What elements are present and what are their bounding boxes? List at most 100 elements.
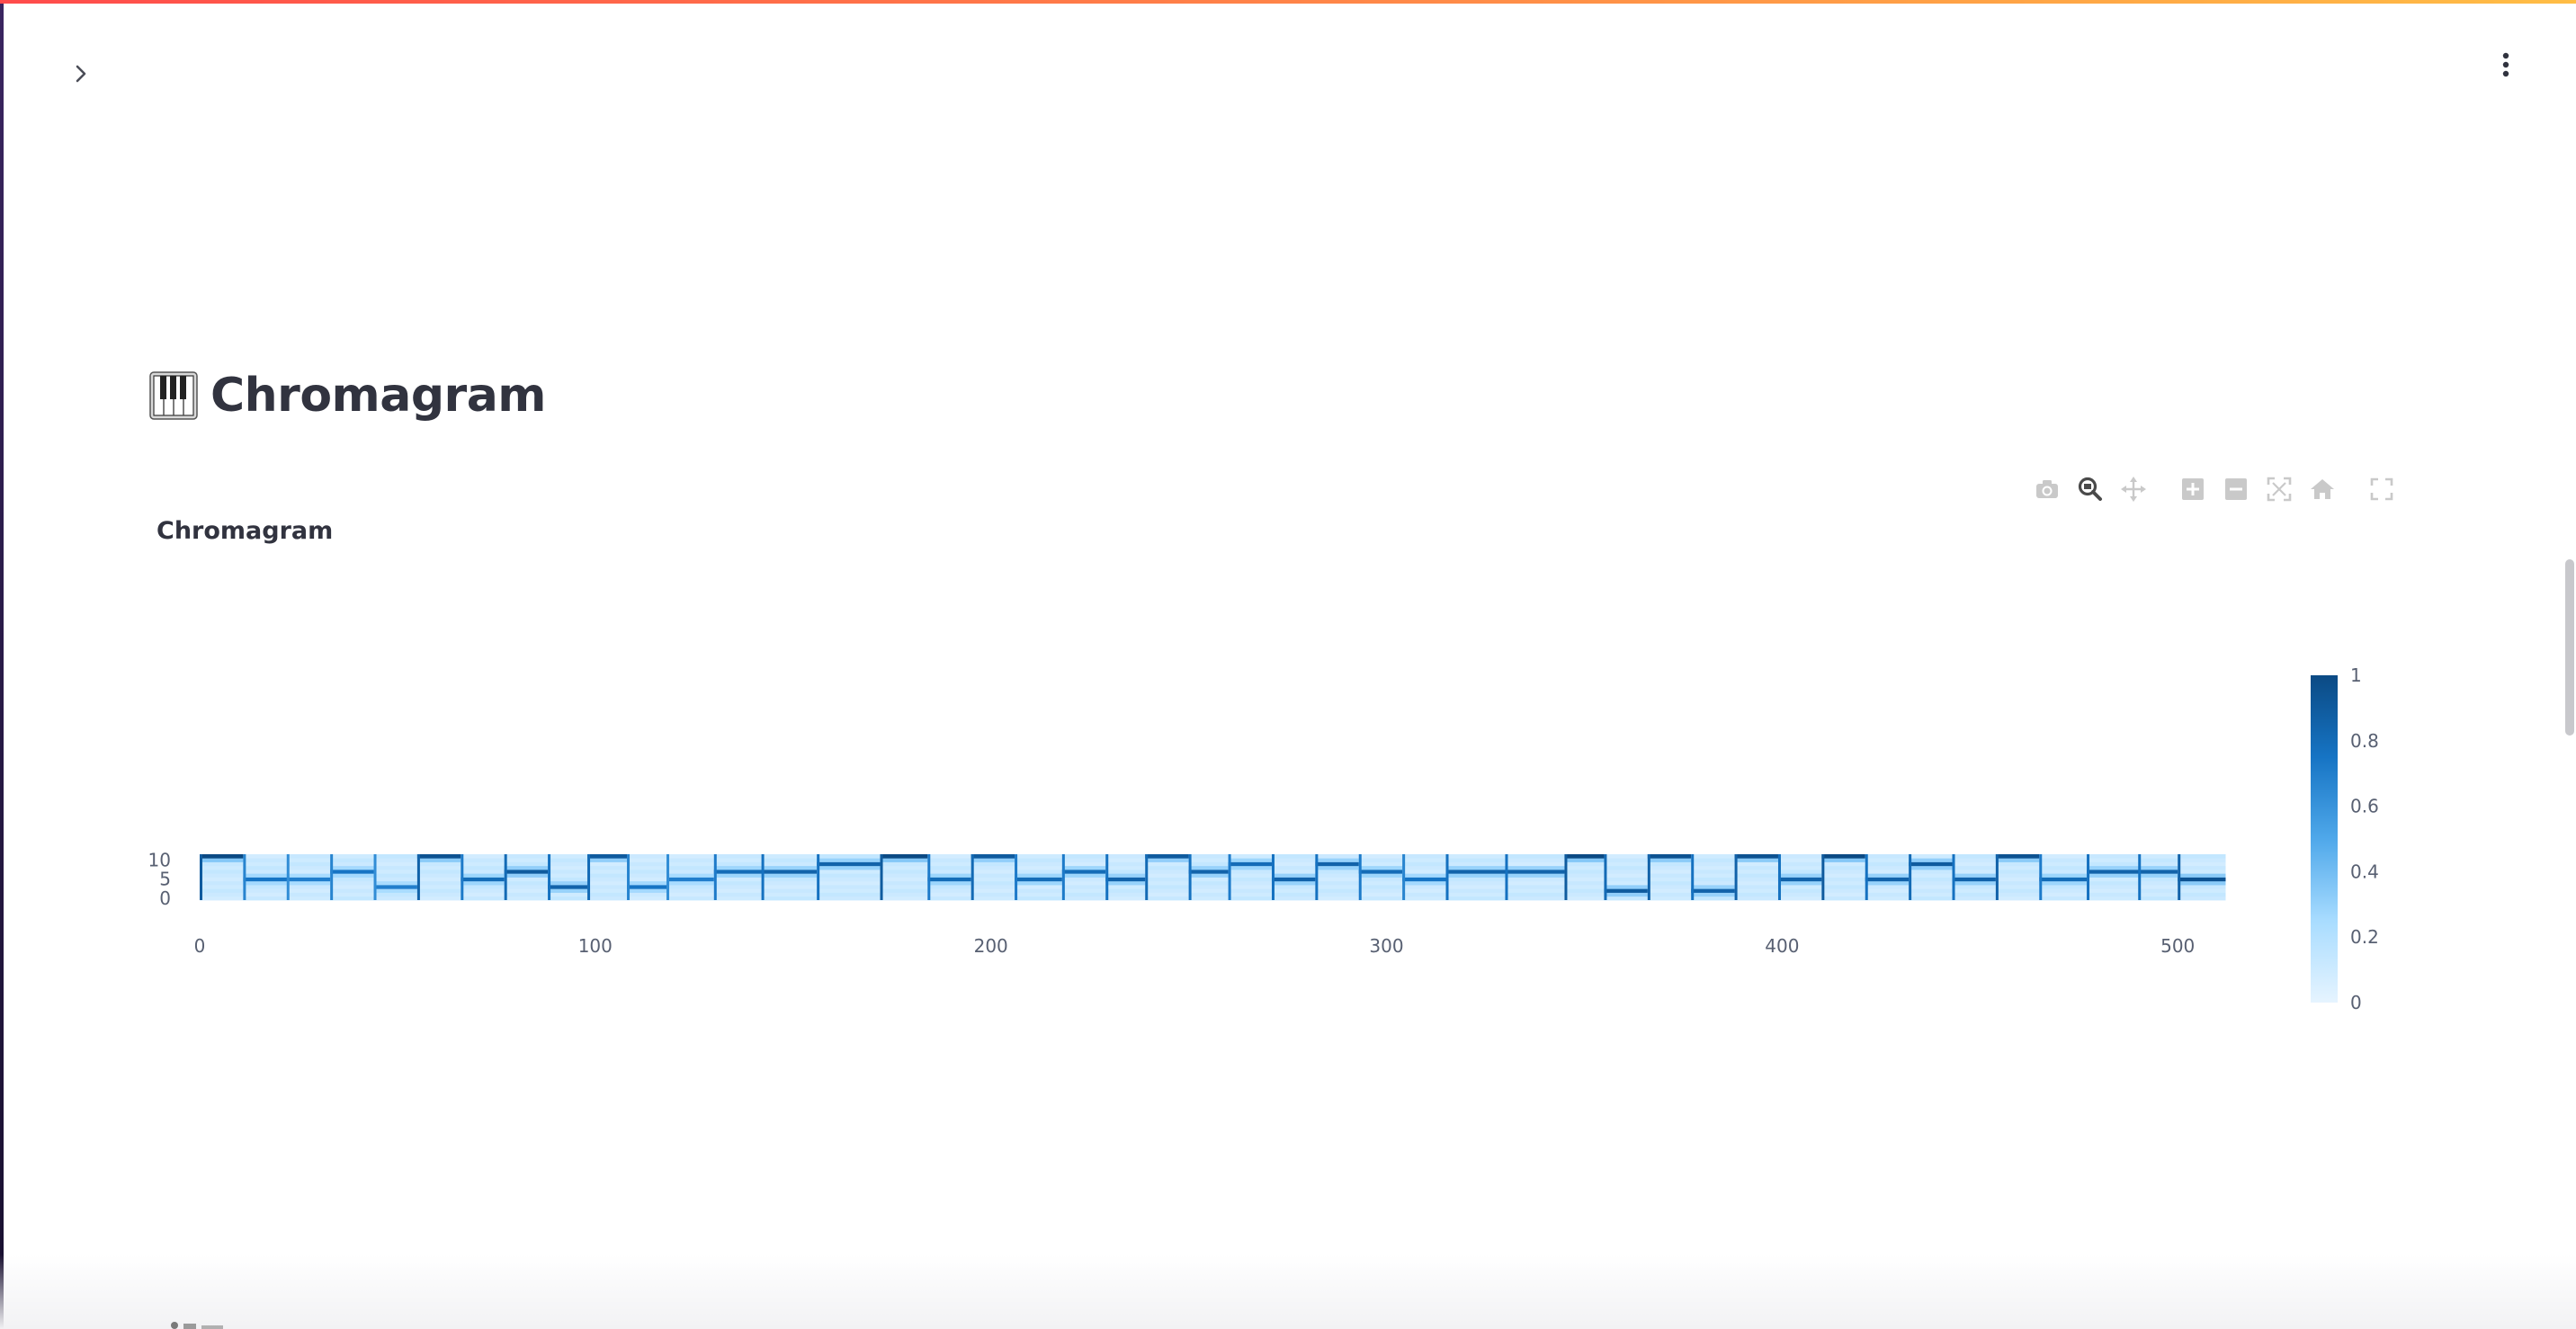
heatmap-cell — [970, 858, 1015, 862]
heatmap-cells — [200, 854, 2226, 901]
heatmap-cell — [1952, 858, 1997, 862]
heatmap-cell — [1145, 896, 1190, 901]
heatmap-cell — [587, 858, 628, 862]
heatmap-cell — [504, 877, 549, 882]
heatmap-cell — [373, 877, 418, 882]
heatmap-cell — [286, 873, 331, 878]
heatmap-cell — [1228, 880, 1273, 886]
heatmap-cell — [2178, 858, 2226, 862]
segment-onset-edge — [587, 854, 591, 900]
heatmap-cell — [1358, 885, 1403, 889]
heatmap-cell — [970, 892, 1015, 897]
heatmap-cell — [1777, 870, 1822, 874]
colorbar-tick-label: 0.4 — [2350, 861, 2379, 882]
page-scrollbar[interactable] — [2565, 559, 2574, 736]
heatmap-cell — [1821, 885, 1866, 889]
heatmap-cell — [330, 877, 375, 882]
heatmap-cell — [1909, 880, 1954, 886]
heatmap-cell — [1865, 896, 1910, 901]
heatmap-cell — [1061, 888, 1106, 893]
heatmap-cell — [1865, 873, 1910, 878]
heatmap-cell — [1228, 888, 1273, 893]
heatmap-cell — [200, 854, 244, 859]
heatmap-cell — [817, 888, 881, 893]
reset-axes-button[interactable] — [2306, 473, 2339, 505]
heatmap-cell — [1505, 896, 1565, 901]
heatmap-cell — [1691, 870, 1736, 874]
heatmap-cell — [1952, 854, 1997, 859]
segment-onset-edge — [1228, 854, 1231, 900]
heatmap-cell — [627, 880, 667, 886]
heatmap-cell — [1061, 858, 1106, 862]
heatmap-cell — [286, 877, 331, 882]
heatmap-cell — [587, 896, 628, 901]
kebab-menu-icon — [2502, 52, 2509, 77]
segment-onset-edge — [880, 854, 883, 900]
heatmap-cell — [1821, 865, 1866, 870]
heatmap-cell — [761, 885, 818, 889]
heatmap-cell — [2039, 854, 2088, 859]
heatmap-cell — [1909, 892, 1954, 897]
heatmap-cell — [1505, 888, 1565, 893]
sidebar-toggle-button[interactable] — [61, 54, 101, 94]
heatmap-cell — [330, 888, 375, 893]
heatmap-cell — [627, 854, 667, 859]
heatmap-cell — [2039, 885, 2088, 889]
heatmap-cell — [627, 896, 667, 901]
heatmap-cell — [330, 880, 375, 886]
heatmap-cell — [1777, 861, 1822, 867]
heatmap-cell — [1821, 870, 1866, 874]
zoom-button[interactable] — [2074, 473, 2106, 505]
heatmap-cell — [1315, 858, 1360, 862]
heatmap-cell — [927, 854, 972, 859]
heatmap-cell — [461, 873, 505, 878]
heatmap-cell — [1105, 858, 1146, 862]
heatmap-cell — [666, 896, 715, 901]
heatmap-cell — [627, 885, 667, 889]
download-png-button[interactable] — [2031, 473, 2063, 505]
heatmap-cell — [1505, 858, 1565, 862]
heatmap-cell — [1647, 888, 1692, 893]
heatmap-cell — [373, 861, 418, 867]
heatmap-cell — [461, 854, 505, 859]
heatmap-cell — [1777, 896, 1822, 901]
heatmap-cell — [627, 873, 667, 878]
heatmap-cell — [1271, 870, 1316, 874]
heatmap-cell — [587, 885, 628, 889]
pan-button[interactable] — [2117, 473, 2150, 505]
x-tick-label: 500 — [2160, 935, 2195, 957]
heatmap-cell — [1358, 854, 1403, 859]
main-menu-button[interactable] — [2486, 45, 2526, 85]
heatmap-cell — [330, 885, 375, 889]
heatmap-cell — [817, 865, 881, 870]
heatmap-cell — [1691, 873, 1736, 878]
heatmap-cell — [1604, 854, 1649, 859]
heatmap-cell — [1358, 888, 1403, 893]
heatmap-cell — [1402, 877, 1447, 882]
heatmap-cell — [1995, 865, 2040, 870]
heatmap-cell — [1402, 873, 1447, 878]
autoscale-button[interactable] — [2263, 473, 2295, 505]
heatmap-cell — [373, 870, 418, 874]
zoom-out-button[interactable] — [2220, 473, 2252, 505]
heatmap-cell — [2178, 865, 2226, 870]
heatmap-cell — [2039, 888, 2088, 893]
heatmap-cell — [1647, 892, 1692, 897]
heatmap-cell — [504, 873, 549, 878]
heatmap-cell — [1865, 865, 1910, 870]
heatmap-cell — [1445, 873, 1506, 878]
heatmap-cell — [1604, 861, 1649, 867]
heatmap-cell — [1145, 880, 1190, 886]
chevron-right-icon — [76, 65, 86, 83]
heatmap-cell — [1188, 858, 1230, 862]
heatmap-cell — [1061, 892, 1106, 897]
zoom-in-button[interactable] — [2177, 473, 2209, 505]
fullscreen-button[interactable] — [2366, 473, 2398, 505]
heatmap-cell — [2138, 854, 2178, 859]
heatmap-cell — [761, 865, 818, 870]
heatmap-cell — [548, 896, 588, 901]
segment-onset-edge — [1777, 854, 1781, 900]
heatmap-cell — [761, 870, 818, 874]
chart-title: Chromagram — [157, 517, 334, 545]
